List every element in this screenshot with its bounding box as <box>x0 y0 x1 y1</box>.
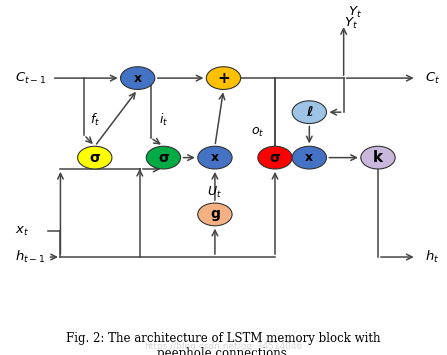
Text: $U_t$: $U_t$ <box>207 185 222 200</box>
Text: $Y_t$: $Y_t$ <box>344 16 358 31</box>
Text: g: g <box>210 207 220 222</box>
Text: Fig. 2: The architecture of LSTM memory block with
peephole connections.: Fig. 2: The architecture of LSTM memory … <box>66 332 381 355</box>
Text: σ: σ <box>270 151 280 165</box>
Text: $o_t$: $o_t$ <box>251 126 264 139</box>
Text: σ: σ <box>89 151 100 165</box>
Text: $Y_t$: $Y_t$ <box>348 5 362 20</box>
Text: x: x <box>211 151 219 164</box>
Circle shape <box>198 203 232 226</box>
Text: σ: σ <box>158 151 169 165</box>
Text: https://blog.csdn.net/qq_34514046: https://blog.csdn.net/qq_34514046 <box>144 343 303 351</box>
Text: $f_t$: $f_t$ <box>90 112 100 128</box>
Text: $x_t$: $x_t$ <box>15 225 30 238</box>
Text: +: + <box>217 71 230 86</box>
Text: k: k <box>373 150 383 165</box>
Circle shape <box>121 67 155 89</box>
Text: ℓ: ℓ <box>306 105 312 119</box>
Circle shape <box>258 146 292 169</box>
Text: $C_t$: $C_t$ <box>425 71 440 86</box>
Circle shape <box>198 146 232 169</box>
Circle shape <box>292 146 326 169</box>
Text: $h_{t-1}$: $h_{t-1}$ <box>15 249 46 265</box>
Text: $i_t$: $i_t$ <box>159 112 168 128</box>
Text: $h_t$: $h_t$ <box>425 249 439 265</box>
Circle shape <box>207 67 240 89</box>
Circle shape <box>292 101 326 124</box>
Text: $C_{t-1}$: $C_{t-1}$ <box>15 71 46 86</box>
Text: x: x <box>134 72 142 84</box>
Text: x: x <box>305 151 313 164</box>
Circle shape <box>146 146 181 169</box>
Circle shape <box>78 146 112 169</box>
Circle shape <box>361 146 395 169</box>
